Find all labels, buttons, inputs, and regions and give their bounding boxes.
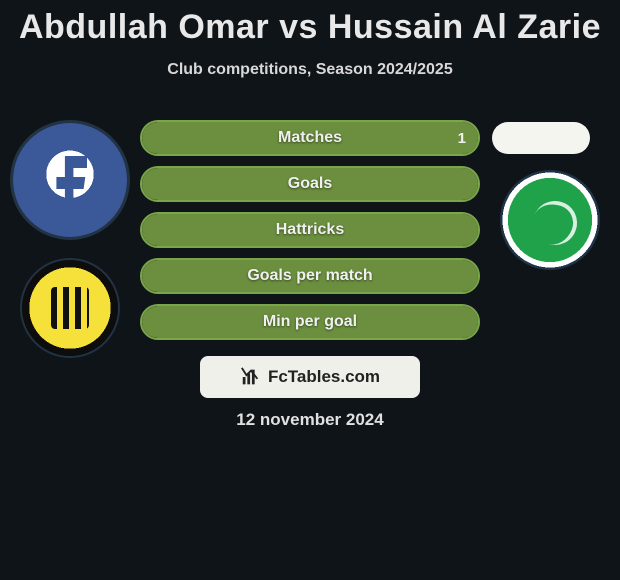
bar-value-right: 1 [458, 122, 466, 154]
bar-row: Goals [140, 166, 480, 202]
bar-label: Matches [142, 122, 478, 154]
left-club-crest [20, 258, 120, 358]
date-label: 12 november 2024 [0, 410, 620, 430]
bar-row: Min per goal [140, 304, 480, 340]
comparison-bars: Matches1 Goals Hattricks Goals per match Min… [140, 120, 480, 350]
bar-label: Hattricks [142, 214, 478, 246]
bar-row: Matches1 [140, 120, 480, 156]
page-title: Abdullah Omar vs Hussain Al Zarie [0, 0, 620, 47]
bar-row: Hattricks [140, 212, 480, 248]
subtitle: Club competitions, Season 2024/2025 [0, 61, 620, 79]
alfateh-crest-icon [502, 172, 598, 268]
branding-badge: FcTables.com [200, 356, 420, 398]
right-player-pill [492, 122, 590, 154]
bar-row: Goals per match [140, 258, 480, 294]
facebook-icon [13, 123, 127, 237]
branding-text: FcTables.com [268, 367, 380, 387]
chart-icon [240, 366, 262, 388]
ittihad-crest-icon [22, 260, 118, 356]
left-player-photo [10, 120, 130, 240]
right-club-crest [500, 170, 600, 270]
bar-label: Goals per match [142, 260, 478, 292]
bar-label: Min per goal [142, 306, 478, 338]
bar-label: Goals [142, 168, 478, 200]
